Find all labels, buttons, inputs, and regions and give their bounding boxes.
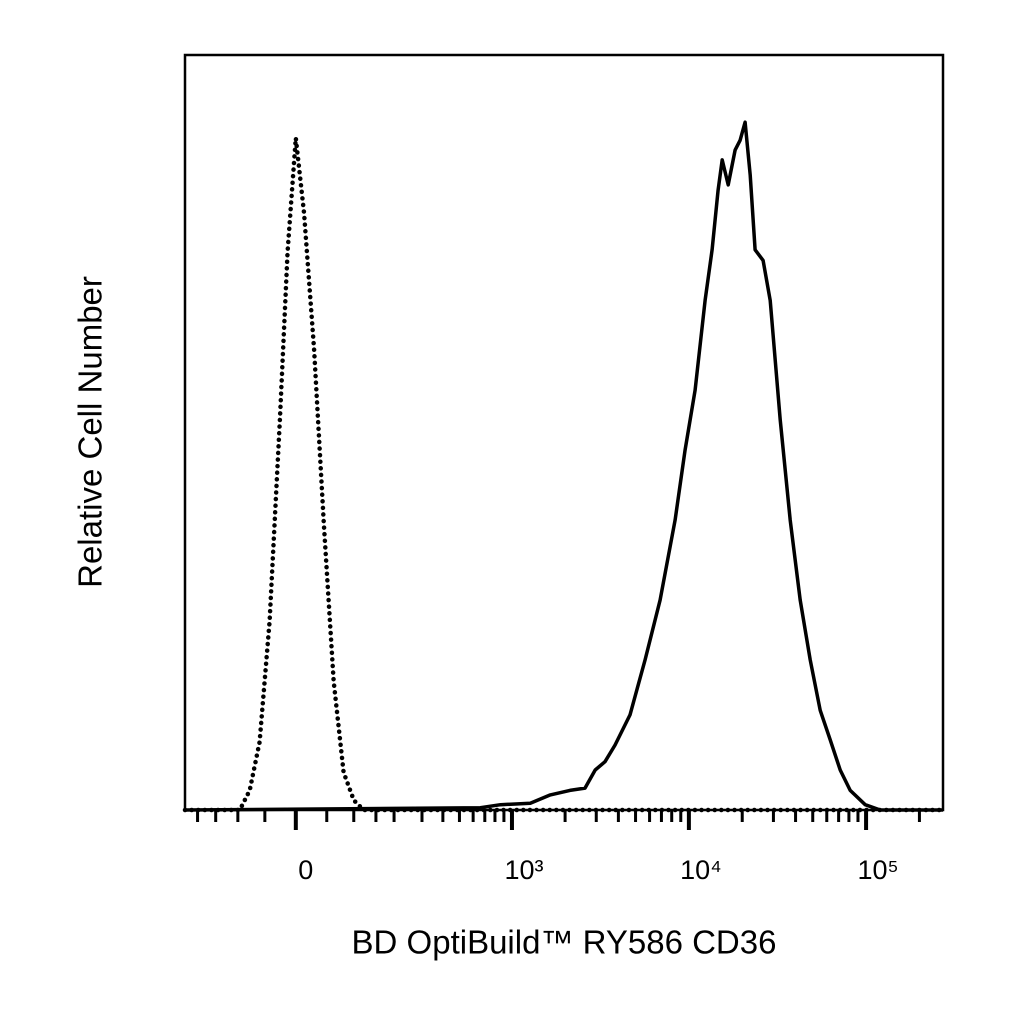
y-axis-label: Relative Cell Number <box>72 276 109 588</box>
x-axis-label: BD OptiBuild™ RY586 CD36 <box>352 924 777 961</box>
x-tick-label: 10⁵ <box>857 855 898 885</box>
x-tick-label: 10³ <box>504 855 543 885</box>
histogram-line <box>184 120 943 812</box>
x-tick-label: 10⁴ <box>680 855 722 885</box>
plot-frame <box>183 53 945 812</box>
histogram-line <box>182 135 946 813</box>
x-tick-label: 0 <box>298 855 313 885</box>
